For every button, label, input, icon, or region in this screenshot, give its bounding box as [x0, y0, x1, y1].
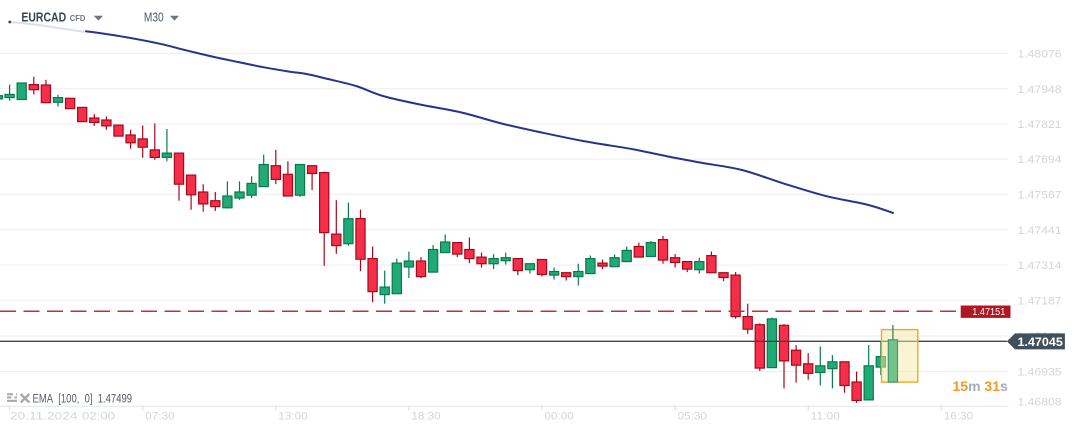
svg-text:EURCAD: EURCAD	[21, 10, 66, 24]
svg-text:1.48076: 1.48076	[1018, 48, 1062, 60]
svg-text:1.46935: 1.46935	[1018, 367, 1062, 379]
svg-text:1.47567: 1.47567	[1018, 189, 1062, 201]
svg-text:1.47187: 1.47187	[1018, 295, 1062, 307]
svg-text:M30: M30	[144, 10, 164, 24]
svg-text:05:30: 05:30	[678, 411, 707, 423]
svg-text:1.47948: 1.47948	[1018, 84, 1062, 96]
svg-text:1.47821: 1.47821	[1018, 119, 1062, 131]
svg-text:20.11.2024: 20.11.2024	[10, 411, 78, 423]
svg-text:1.46808: 1.46808	[1018, 397, 1062, 409]
svg-text:16:30: 16:30	[944, 411, 973, 423]
svg-text:CFD: CFD	[70, 13, 86, 23]
svg-text:00:00: 00:00	[545, 411, 574, 423]
svg-text:11:00: 11:00	[811, 411, 840, 423]
svg-text:1.47314: 1.47314	[1018, 260, 1062, 272]
svg-text:15m 31s: 15m 31s	[953, 378, 1009, 394]
svg-text:13:00: 13:00	[278, 411, 307, 423]
svg-text:1.47045: 1.47045	[1018, 335, 1064, 349]
svg-text:02:00: 02:00	[82, 411, 115, 423]
svg-text:1.47441: 1.47441	[1018, 225, 1062, 237]
svg-text:18:30: 18:30	[411, 411, 440, 423]
svg-text:1.47151: 1.47151	[972, 307, 1005, 318]
svg-text:07:30: 07:30	[145, 411, 174, 423]
svg-text:EMA [100, 0] 1.47499: EMA [100, 0] 1.47499	[33, 393, 133, 405]
svg-text:1.47694: 1.47694	[1018, 154, 1062, 166]
